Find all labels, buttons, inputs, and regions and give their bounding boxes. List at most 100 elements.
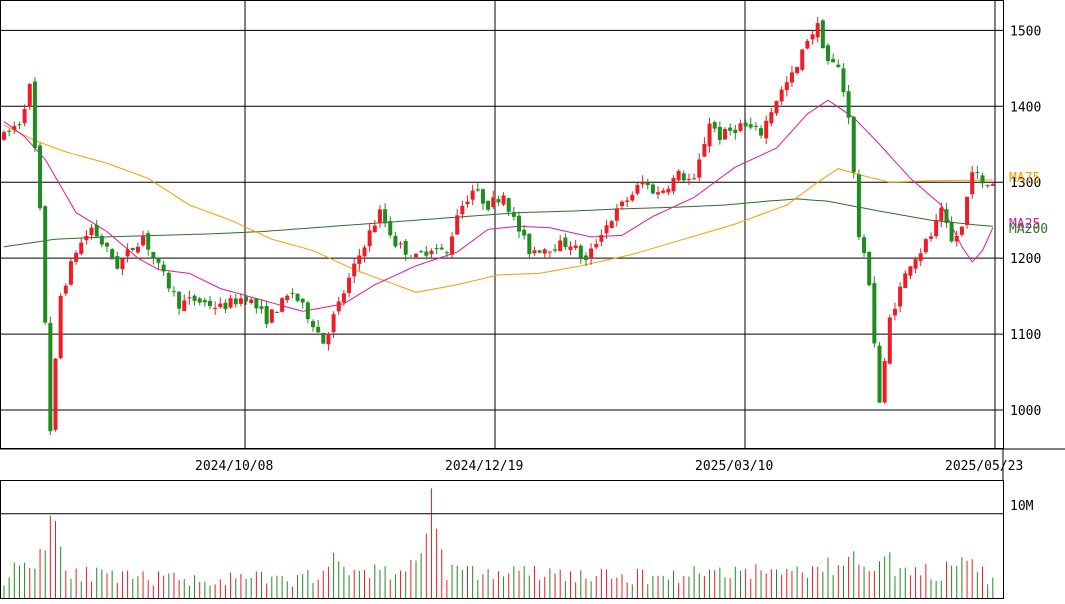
candle-body [661, 190, 666, 193]
candle-body [949, 222, 954, 242]
candle-body [707, 123, 712, 147]
candle-body [341, 293, 346, 303]
candle-body [367, 230, 372, 247]
candle-body [125, 249, 130, 257]
candle-body [352, 263, 357, 277]
candle-body [542, 249, 547, 254]
candle-body [311, 321, 315, 328]
price-tick-label: 1000 [1010, 404, 1041, 419]
candle-body [774, 100, 779, 114]
candle-body [22, 109, 27, 124]
candle-body [738, 123, 743, 131]
candle-body [135, 246, 140, 253]
candle-body [223, 302, 228, 310]
candle-body [393, 235, 398, 247]
candle-body [898, 286, 903, 307]
candle-body [48, 323, 53, 432]
candle-body [58, 296, 63, 359]
candle-body [805, 40, 810, 49]
candle-body [460, 206, 465, 215]
legend-ma25: MA25 [1009, 217, 1040, 232]
date-tick-label: 2025/05/23 [945, 459, 1023, 474]
price-frame-border [0, 0, 1004, 449]
legend-ma75: MA75 [1009, 171, 1040, 186]
candle-body [7, 130, 12, 132]
candle-body [965, 196, 970, 226]
candle-body [362, 247, 367, 257]
candle-body [383, 209, 388, 224]
candle-body [506, 198, 511, 212]
candle-body [923, 239, 928, 253]
candle-body [408, 257, 413, 259]
candle-body [377, 209, 382, 223]
candle-body [573, 245, 578, 248]
candle-body [74, 252, 79, 262]
candle-body [939, 207, 944, 221]
candle-body [146, 233, 151, 250]
candle-body [789, 72, 794, 83]
candle-body [511, 211, 516, 217]
candle-body [2, 132, 6, 140]
candle-body [486, 200, 491, 210]
price-tick-label: 1100 [1010, 328, 1041, 343]
candle-body [712, 122, 717, 129]
candle-body [53, 358, 58, 430]
volume-tick-label: 10M [1010, 499, 1034, 514]
candle-body [336, 301, 341, 312]
candle-body [583, 255, 588, 261]
candle-body [625, 200, 630, 202]
candle-body [274, 311, 279, 313]
candle-body [202, 300, 207, 303]
price-tick-label: 1200 [1010, 252, 1041, 267]
candle-body [280, 298, 285, 312]
candle-body [208, 300, 212, 307]
candle-body [434, 247, 439, 249]
candle-body [717, 126, 722, 141]
candle-body [141, 235, 146, 246]
candle-body [517, 215, 521, 232]
candle-body [826, 45, 830, 61]
candle-body [671, 177, 676, 192]
candle-body [810, 34, 815, 40]
candle-body [527, 233, 532, 255]
candle-body [645, 182, 650, 185]
candle-body [532, 250, 537, 254]
candle-body [913, 259, 918, 269]
candle-body [166, 272, 171, 289]
candle-body [254, 298, 259, 309]
date-tick-label: 2024/10/08 [195, 459, 273, 474]
candle-body [450, 236, 455, 255]
candle-body [980, 175, 985, 184]
candle-body [522, 229, 527, 236]
candle-body [990, 184, 995, 186]
candle-body [723, 129, 727, 140]
candle-body [496, 199, 501, 203]
candle-body [836, 64, 841, 68]
candle-body [929, 236, 933, 239]
candle-body [841, 68, 846, 93]
candle-body [94, 224, 99, 237]
candle-body [795, 66, 800, 73]
candle-body [764, 120, 769, 139]
candle-body [475, 189, 480, 191]
candle-body [444, 252, 449, 254]
candle-body [130, 247, 135, 250]
candle-body [347, 277, 352, 293]
candle-body [27, 84, 32, 107]
candle-body [285, 295, 290, 301]
candle-body [213, 308, 218, 310]
candle-body [110, 249, 115, 260]
candle-body [38, 145, 43, 209]
candle-body [89, 227, 94, 236]
candle-body [295, 293, 300, 301]
candle-body [635, 185, 640, 194]
candle-body [867, 252, 872, 286]
candle-body [975, 171, 980, 173]
candle-body [269, 309, 274, 323]
candle-body [800, 49, 805, 70]
candle-body [249, 299, 254, 303]
candle-body [589, 248, 594, 259]
candle-body [68, 261, 73, 285]
candle-body [151, 251, 156, 259]
